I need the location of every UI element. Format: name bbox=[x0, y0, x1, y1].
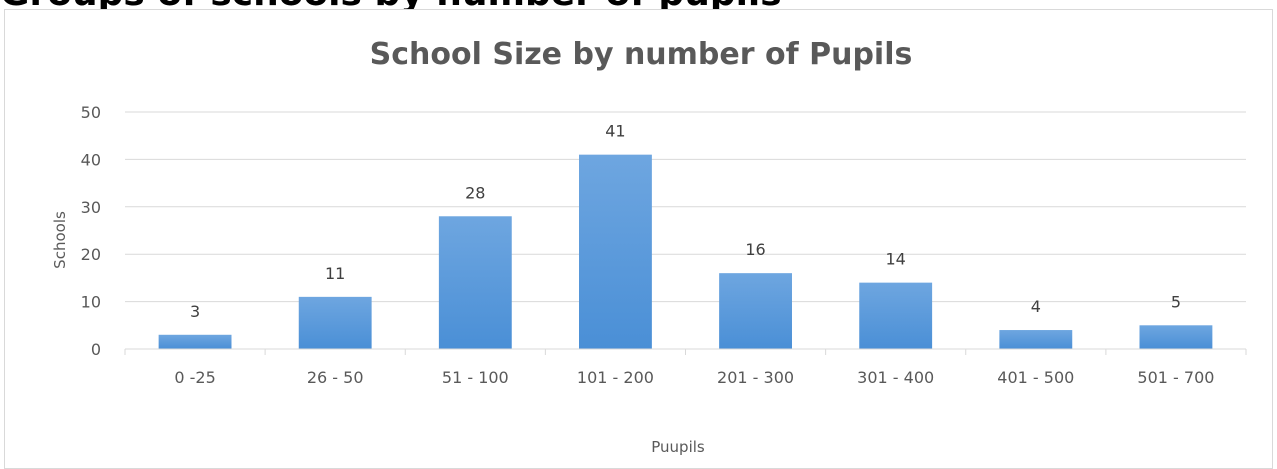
data-label: 4 bbox=[1031, 297, 1041, 316]
bar-6 bbox=[999, 330, 1073, 349]
data-label: 14 bbox=[886, 250, 906, 269]
bar-1 bbox=[298, 296, 372, 349]
x-tick-label: 26 - 50 bbox=[307, 368, 364, 387]
data-label: 41 bbox=[605, 122, 625, 141]
y-tick-label: 50 bbox=[81, 103, 101, 122]
data-label: 11 bbox=[325, 264, 345, 283]
x-tick-label: 401 - 500 bbox=[997, 368, 1074, 387]
x-tick-label: 301 - 400 bbox=[857, 368, 934, 387]
bar-chart: School Size by number of Pupils 0 10 20 30 4… bbox=[51, 37, 1247, 456]
y-tick-label: 40 bbox=[81, 150, 101, 169]
bar-5 bbox=[859, 282, 933, 349]
y-axis-label: Schools bbox=[51, 211, 69, 269]
bar-0 bbox=[158, 334, 232, 349]
bar-3 bbox=[579, 154, 652, 349]
chart-area: School Size by number of Pupils 0 10 20 30 4… bbox=[4, 9, 1273, 469]
x-tick-label: 51 - 100 bbox=[442, 368, 509, 387]
y-axis-ticks: 0 10 20 30 40 50 bbox=[81, 103, 101, 359]
bar-4 bbox=[719, 273, 792, 349]
y-tick-label: 0 bbox=[91, 340, 101, 359]
x-tick-label: 0 -25 bbox=[174, 368, 215, 387]
x-axis-label: Puupils bbox=[651, 438, 705, 456]
data-label: 16 bbox=[745, 240, 765, 259]
bar-2 bbox=[438, 216, 512, 349]
data-label: 3 bbox=[190, 302, 200, 321]
y-tick-label: 30 bbox=[81, 198, 101, 217]
data-label: 28 bbox=[465, 183, 485, 202]
x-axis-ticks: 0 -25 26 - 50 51 - 100 101 - 200 201 - 300 30… bbox=[124, 349, 1247, 387]
y-tick-label: 10 bbox=[81, 293, 101, 312]
x-tick-label: 101 - 200 bbox=[577, 368, 654, 387]
data-labels: 3 11 28 41 16 14 4 5 bbox=[190, 122, 1181, 321]
x-tick-label: 501 - 700 bbox=[1137, 368, 1214, 387]
chart-title: School Size by number of Pupils bbox=[370, 37, 913, 72]
data-label: 5 bbox=[1171, 292, 1181, 311]
gridlines bbox=[125, 111, 1246, 303]
bars bbox=[158, 154, 1213, 349]
y-tick-label: 20 bbox=[81, 245, 101, 264]
x-tick-label: 201 - 300 bbox=[717, 368, 794, 387]
bar-7 bbox=[1139, 325, 1213, 349]
